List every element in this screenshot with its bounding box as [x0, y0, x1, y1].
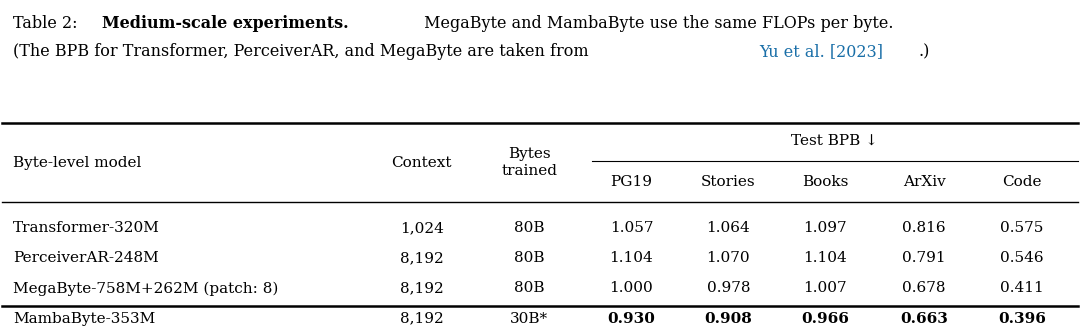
Text: Stories: Stories [701, 175, 756, 189]
Text: 0.908: 0.908 [704, 312, 752, 326]
Text: 1.057: 1.057 [610, 221, 653, 235]
Text: 0.396: 0.396 [998, 312, 1045, 326]
Text: 0.816: 0.816 [902, 221, 946, 235]
Text: MegaByte and MambaByte use the same FLOPs per byte.: MegaByte and MambaByte use the same FLOP… [419, 15, 894, 32]
Text: 8,192: 8,192 [400, 281, 444, 296]
Text: 8,192: 8,192 [400, 251, 444, 265]
Text: PG19: PG19 [610, 175, 652, 189]
Text: Books: Books [802, 175, 848, 189]
Text: 8,192: 8,192 [400, 312, 444, 326]
Text: 0.966: 0.966 [801, 312, 849, 326]
Text: 0.678: 0.678 [902, 281, 946, 296]
Text: 1.104: 1.104 [609, 251, 653, 265]
Text: Bytes
trained: Bytes trained [501, 147, 557, 178]
Text: 1.064: 1.064 [706, 221, 751, 235]
Text: PerceiverAR-248M: PerceiverAR-248M [13, 251, 159, 265]
Text: 1,024: 1,024 [400, 221, 444, 235]
Text: (The BPB for Transformer, PerceiverAR, and MegaByte are taken from: (The BPB for Transformer, PerceiverAR, a… [13, 43, 594, 60]
Text: Yu et al. [2023]: Yu et al. [2023] [759, 43, 883, 60]
Text: 1.000: 1.000 [609, 281, 653, 296]
Text: 1.097: 1.097 [804, 221, 847, 235]
Text: 80B: 80B [514, 281, 544, 296]
Text: Context: Context [391, 156, 451, 170]
Text: Transformer-320M: Transformer-320M [13, 221, 160, 235]
Text: MambaByte-353M: MambaByte-353M [13, 312, 156, 326]
Text: 1.104: 1.104 [804, 251, 847, 265]
Text: MegaByte-758M+262M (patch: 8): MegaByte-758M+262M (patch: 8) [13, 281, 279, 296]
Text: Test BPB ↓: Test BPB ↓ [792, 133, 878, 148]
Text: 0.546: 0.546 [1000, 251, 1043, 265]
Text: 30B*: 30B* [510, 312, 549, 326]
Text: 80B: 80B [514, 221, 544, 235]
Text: 0.663: 0.663 [900, 312, 948, 326]
Text: 0.930: 0.930 [608, 312, 656, 326]
Text: Code: Code [1002, 175, 1042, 189]
Text: 80B: 80B [514, 251, 544, 265]
Text: 1.007: 1.007 [804, 281, 847, 296]
Text: 0.978: 0.978 [706, 281, 750, 296]
Text: 0.791: 0.791 [902, 251, 946, 265]
Text: 0.575: 0.575 [1000, 221, 1043, 235]
Text: ArXiv: ArXiv [903, 175, 945, 189]
Text: Table 2:: Table 2: [13, 15, 82, 32]
Text: Medium-scale experiments.: Medium-scale experiments. [103, 15, 349, 32]
Text: 1.070: 1.070 [706, 251, 751, 265]
Text: 0.411: 0.411 [1000, 281, 1044, 296]
Text: .): .) [919, 43, 930, 60]
Text: Byte-level model: Byte-level model [13, 156, 141, 170]
